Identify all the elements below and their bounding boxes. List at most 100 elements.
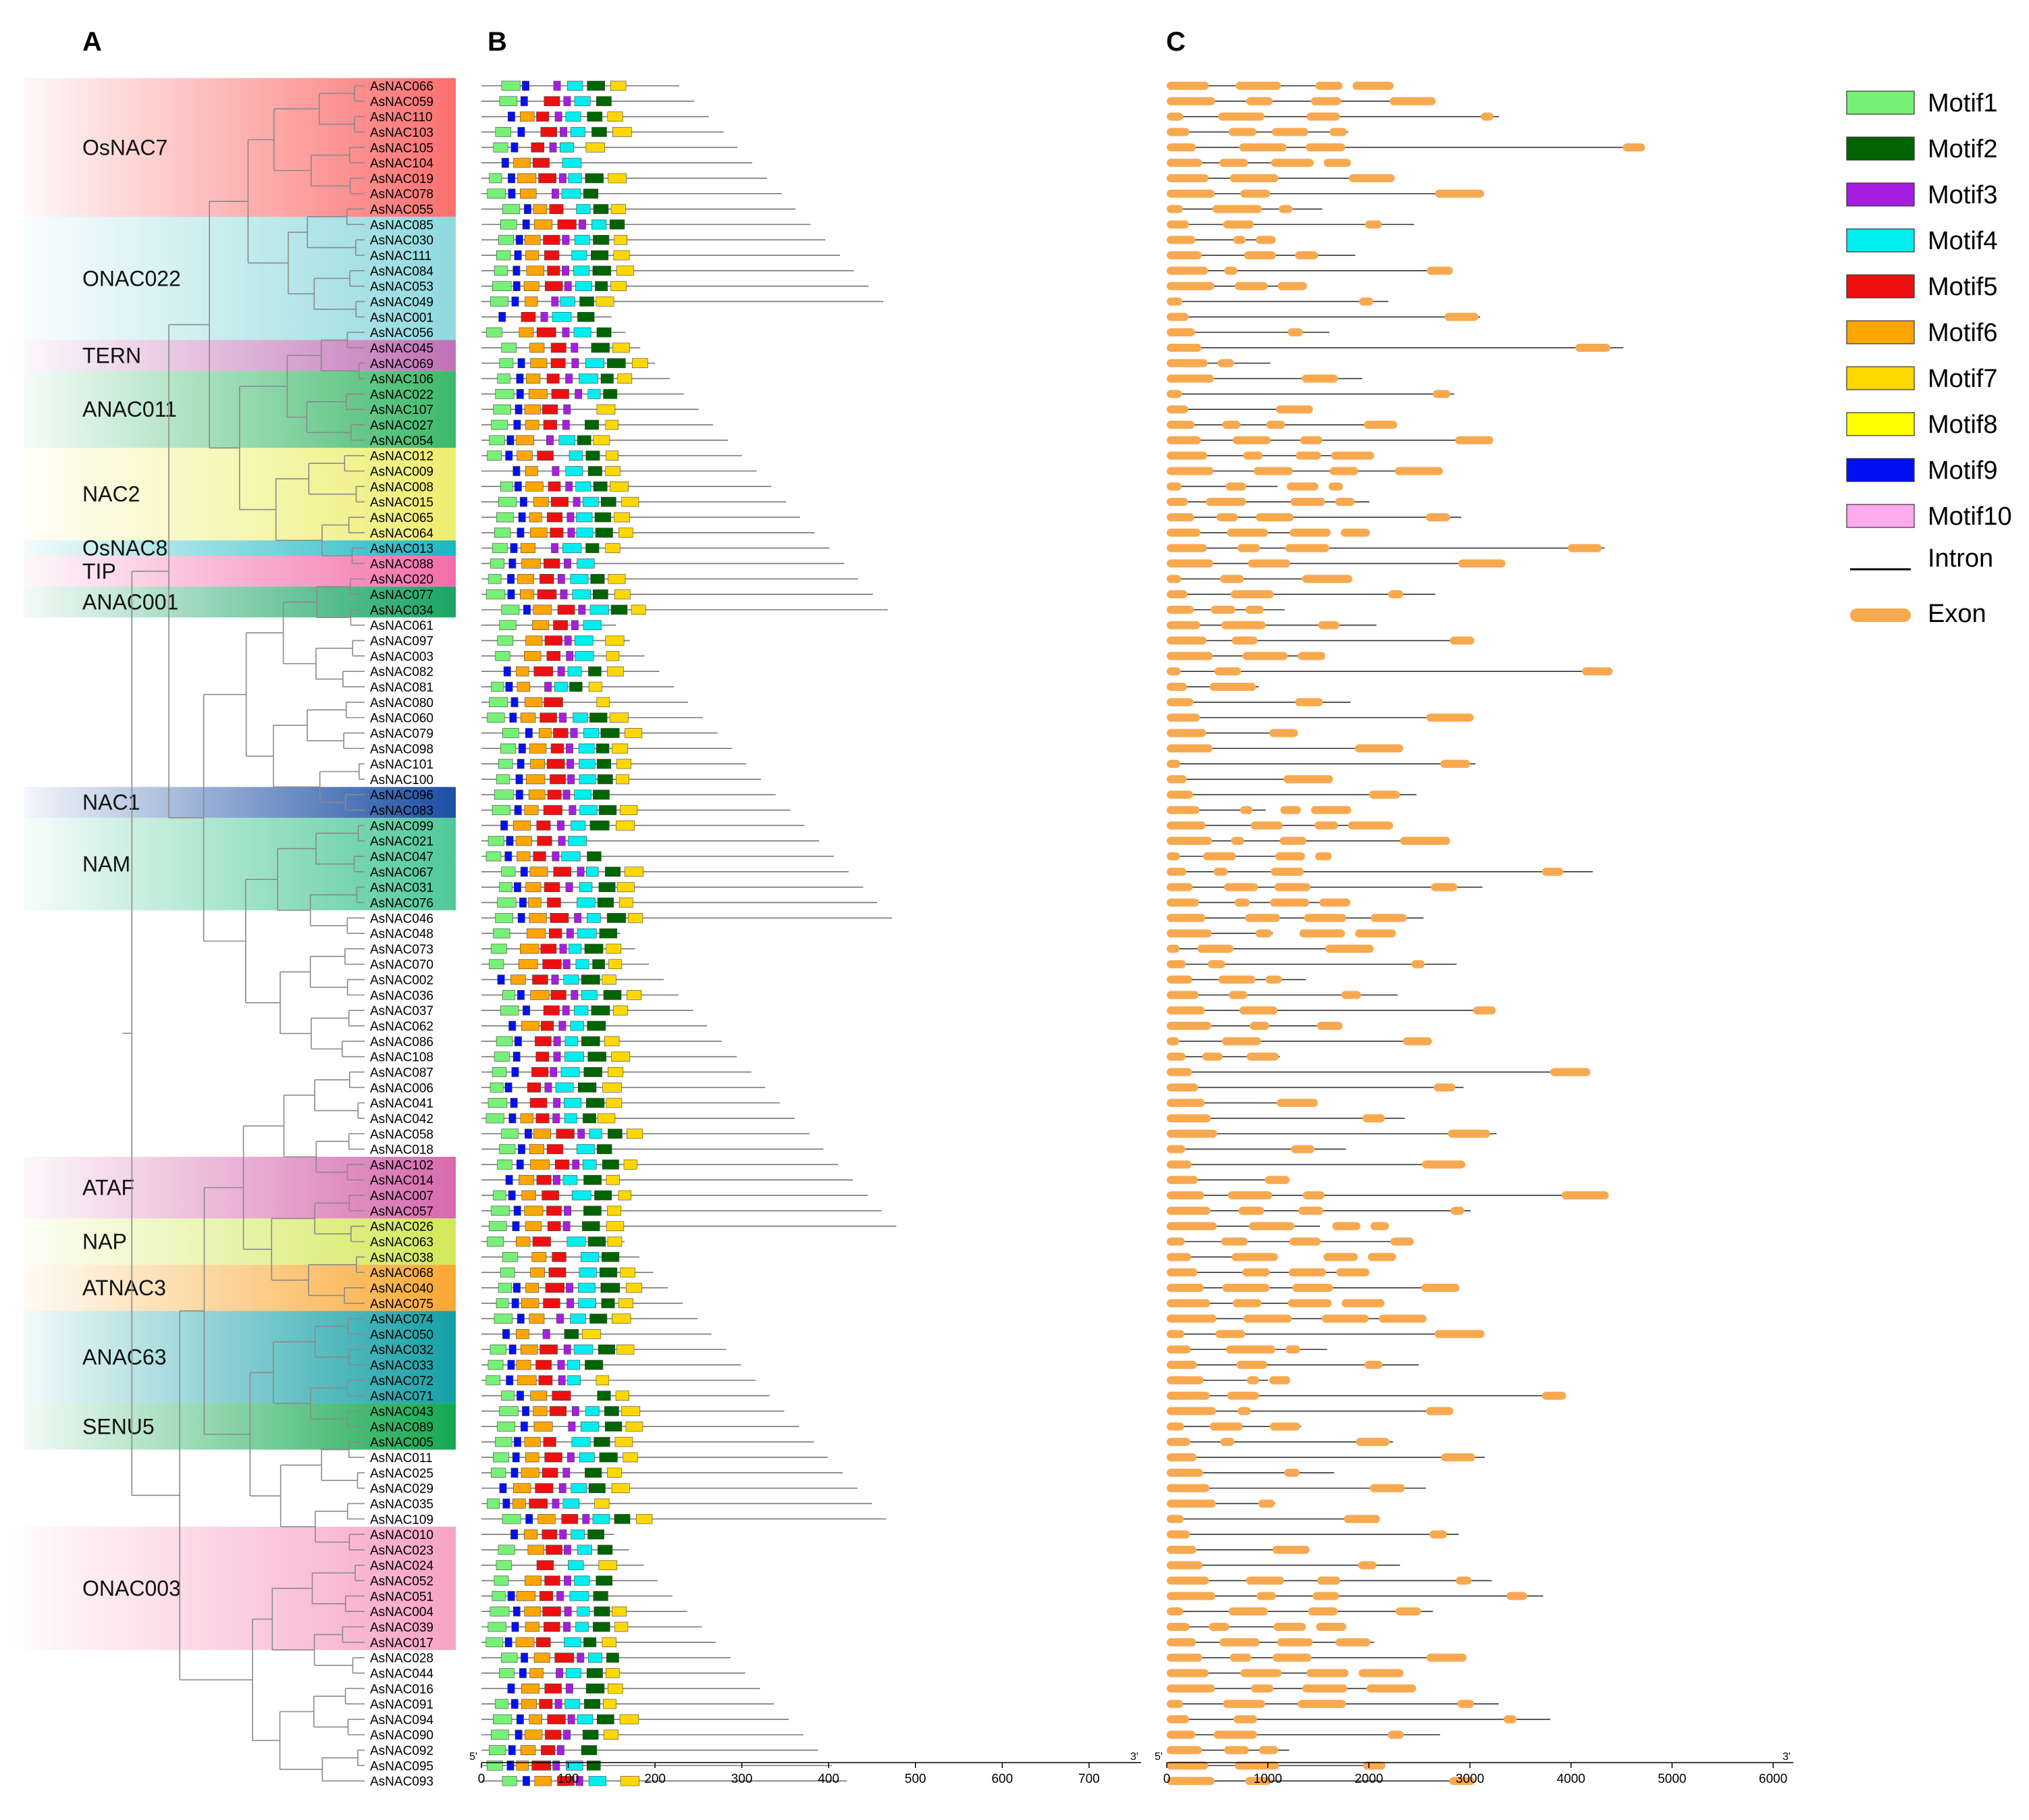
exon-block <box>1167 1376 1204 1384</box>
legend-swatch <box>1846 274 1915 298</box>
exon-block <box>1167 1407 1217 1415</box>
axis-tick-label: 0 <box>478 1772 485 1786</box>
exon-block <box>1311 97 1342 105</box>
exon-block <box>1167 436 1201 444</box>
motif-box <box>520 96 528 107</box>
exon-block <box>1167 1237 1185 1246</box>
exon-block <box>1362 1114 1386 1122</box>
gene-label: AsNAC009 <box>370 465 433 479</box>
motif-box <box>517 1314 525 1324</box>
motif-box <box>612 1314 631 1324</box>
exon-block <box>1306 112 1340 121</box>
motif-box <box>496 774 510 785</box>
exon-block <box>1218 975 1256 984</box>
gene-label: AsNAC016 <box>370 1682 433 1696</box>
motif-box <box>561 1513 579 1524</box>
exon-block <box>1277 1638 1313 1646</box>
gene-label: AsNAC054 <box>370 434 433 448</box>
motif-box <box>494 1051 510 1062</box>
axis-tick-label: 3000 <box>1456 1772 1484 1786</box>
gene-label: AsNAC077 <box>370 588 433 602</box>
motif-box <box>539 1344 558 1355</box>
motif-box <box>599 1452 618 1463</box>
motif-box <box>492 281 512 291</box>
exon-block <box>1567 544 1602 552</box>
gene-label: AsNAC042 <box>370 1112 433 1126</box>
exon-block <box>1246 97 1273 105</box>
motif-box <box>554 1698 562 1709</box>
motif-box <box>620 1267 635 1278</box>
motif-box <box>513 821 531 831</box>
motif-box <box>585 358 605 369</box>
exon-block <box>1167 1438 1190 1447</box>
exon-block <box>1221 1037 1261 1045</box>
motif-box <box>523 281 539 291</box>
motif-box <box>565 482 573 492</box>
motif-box <box>502 1499 510 1509</box>
exon-block <box>1250 1022 1269 1031</box>
motif-box <box>533 1422 553 1432</box>
clade-label: NAM <box>82 852 130 876</box>
motif-box <box>603 389 618 399</box>
motif-box <box>562 265 569 276</box>
motif-box <box>540 943 557 954</box>
motif-box <box>601 1252 620 1262</box>
motif-box <box>591 1005 610 1016</box>
exon-block <box>1299 929 1345 938</box>
motif-box <box>574 96 591 107</box>
gene-label: AsNAC061 <box>370 619 433 633</box>
motif-box <box>517 173 537 184</box>
exon-block <box>1226 482 1246 491</box>
motif-box <box>546 435 554 446</box>
motif-box <box>524 1606 542 1617</box>
axis-end-label: 3' <box>1783 1751 1791 1763</box>
motif-box <box>544 1576 560 1586</box>
motif-box <box>585 1406 600 1416</box>
motif-box <box>604 1422 623 1432</box>
exon-block <box>1302 575 1352 583</box>
motif-box <box>524 651 542 661</box>
motif-box <box>558 835 566 846</box>
motif-box <box>573 1344 594 1355</box>
clade-label: NAC2 <box>82 482 140 506</box>
exon-block <box>1167 1530 1190 1539</box>
exon-block <box>1259 1746 1278 1754</box>
motif-box <box>605 419 618 430</box>
legend-label: Motif7 <box>1928 365 1997 393</box>
motif-box <box>486 1761 503 1771</box>
motif-box <box>510 974 526 985</box>
exon-block <box>1167 390 1182 398</box>
motif-box <box>554 1653 575 1663</box>
motif-box <box>569 805 577 815</box>
motif-box <box>616 774 629 785</box>
motif-box <box>553 728 569 738</box>
exon-block <box>1426 1407 1454 1415</box>
exon-block <box>1167 821 1206 830</box>
motif-box <box>493 142 508 153</box>
motif-box <box>594 1499 610 1509</box>
motif-box <box>577 311 595 322</box>
motif-box <box>537 450 554 461</box>
motif-box <box>589 1314 608 1324</box>
gene-label: AsNAC075 <box>370 1297 433 1311</box>
motif-box <box>592 1513 610 1524</box>
motif-box <box>525 635 543 646</box>
exon-block <box>1365 220 1382 229</box>
exon-block <box>1167 729 1207 737</box>
exon-block <box>1167 174 1209 182</box>
exon-block <box>1300 436 1323 444</box>
motif-box <box>577 1606 590 1617</box>
clade-band <box>24 340 456 371</box>
legend-label: Motif10 <box>1928 502 2012 531</box>
motif-box <box>563 974 579 985</box>
motif-box <box>596 697 610 708</box>
exon-block <box>1242 652 1288 660</box>
motif-box <box>501 604 520 615</box>
motif-box <box>499 882 512 892</box>
motif-box <box>593 1621 610 1632</box>
motif-box <box>591 342 610 353</box>
motif-box <box>606 1174 620 1185</box>
exon-block <box>1232 1299 1262 1307</box>
motif-box <box>485 589 506 600</box>
